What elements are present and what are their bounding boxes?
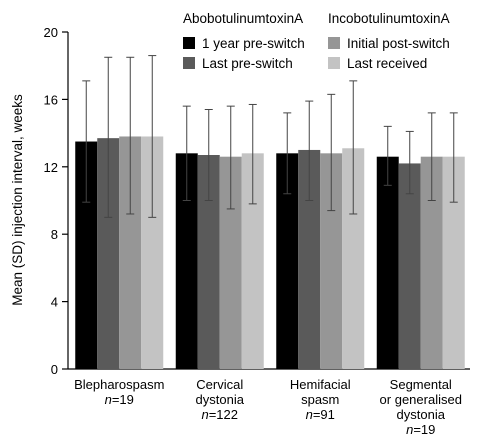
legend-swatch [328, 57, 340, 69]
legend-swatch [183, 57, 195, 69]
legend-swatch [328, 37, 340, 49]
category-label: or generalised [380, 392, 462, 407]
bar [219, 156, 242, 369]
sample-size-value: =19 [413, 422, 435, 437]
y-tick-label: 0 [51, 362, 58, 377]
y-tick-label: 20 [44, 25, 58, 40]
bar [75, 141, 98, 369]
y-tick-label: 16 [44, 92, 58, 107]
bar [241, 153, 264, 369]
category-label: Hemifacial [290, 377, 351, 392]
bar [342, 148, 365, 369]
category-labels: Blepharospasmn=19Cervicaldystonian=122He… [74, 377, 462, 437]
sample-size-value: =91 [313, 407, 335, 422]
bar [298, 149, 321, 369]
bar [420, 156, 443, 369]
bar [119, 136, 142, 369]
sample-size-value: =122 [209, 407, 238, 422]
category-label: spasm [301, 392, 339, 407]
bar [320, 153, 343, 369]
bars [75, 136, 465, 369]
sample-size-label: n=122 [201, 407, 238, 422]
sample-size-label: n=91 [306, 407, 335, 422]
sample-size-value: =19 [112, 392, 134, 407]
category-label: Blepharospasm [74, 377, 164, 392]
bar [97, 138, 120, 369]
sample-size-n: n [201, 407, 208, 422]
legend-entry: Last received [347, 56, 427, 71]
sample-size-n: n [306, 407, 313, 422]
y-tick-label: 4 [51, 295, 58, 310]
sample-size-n: n [406, 422, 413, 437]
sample-size-label: n=19 [105, 392, 134, 407]
legend: AbobotulinumtoxinA 1 year pre-switch Last … [183, 11, 450, 71]
bar [276, 153, 299, 369]
bar [442, 156, 465, 369]
legend-group-title: IncobotulinumtoxinA [328, 11, 450, 26]
y-tick-label: 12 [44, 160, 58, 175]
error-bars [82, 55, 458, 218]
legend-group-title: AbobotulinumtoxinA [183, 11, 303, 26]
legend-entry: 1 year pre-switch [202, 36, 305, 51]
sample-size-n: n [105, 392, 112, 407]
bar [197, 155, 220, 369]
bar [376, 156, 399, 369]
bar [175, 153, 198, 369]
bar [141, 136, 164, 369]
category-label: Segmental [390, 377, 452, 392]
category-label: dystonia [196, 392, 245, 407]
legend-entry: Last pre-switch [202, 56, 293, 71]
category-label: Cervical [196, 377, 243, 392]
y-axis-label: Mean (SD) injection interval, weeks [10, 94, 25, 306]
sample-size-label: n=19 [406, 422, 435, 437]
legend-entry: Initial post-switch [347, 36, 450, 51]
y-tick-label: 8 [51, 227, 58, 242]
legend-swatch [183, 37, 195, 49]
bar [398, 163, 421, 369]
category-label: dystonia [397, 407, 446, 422]
